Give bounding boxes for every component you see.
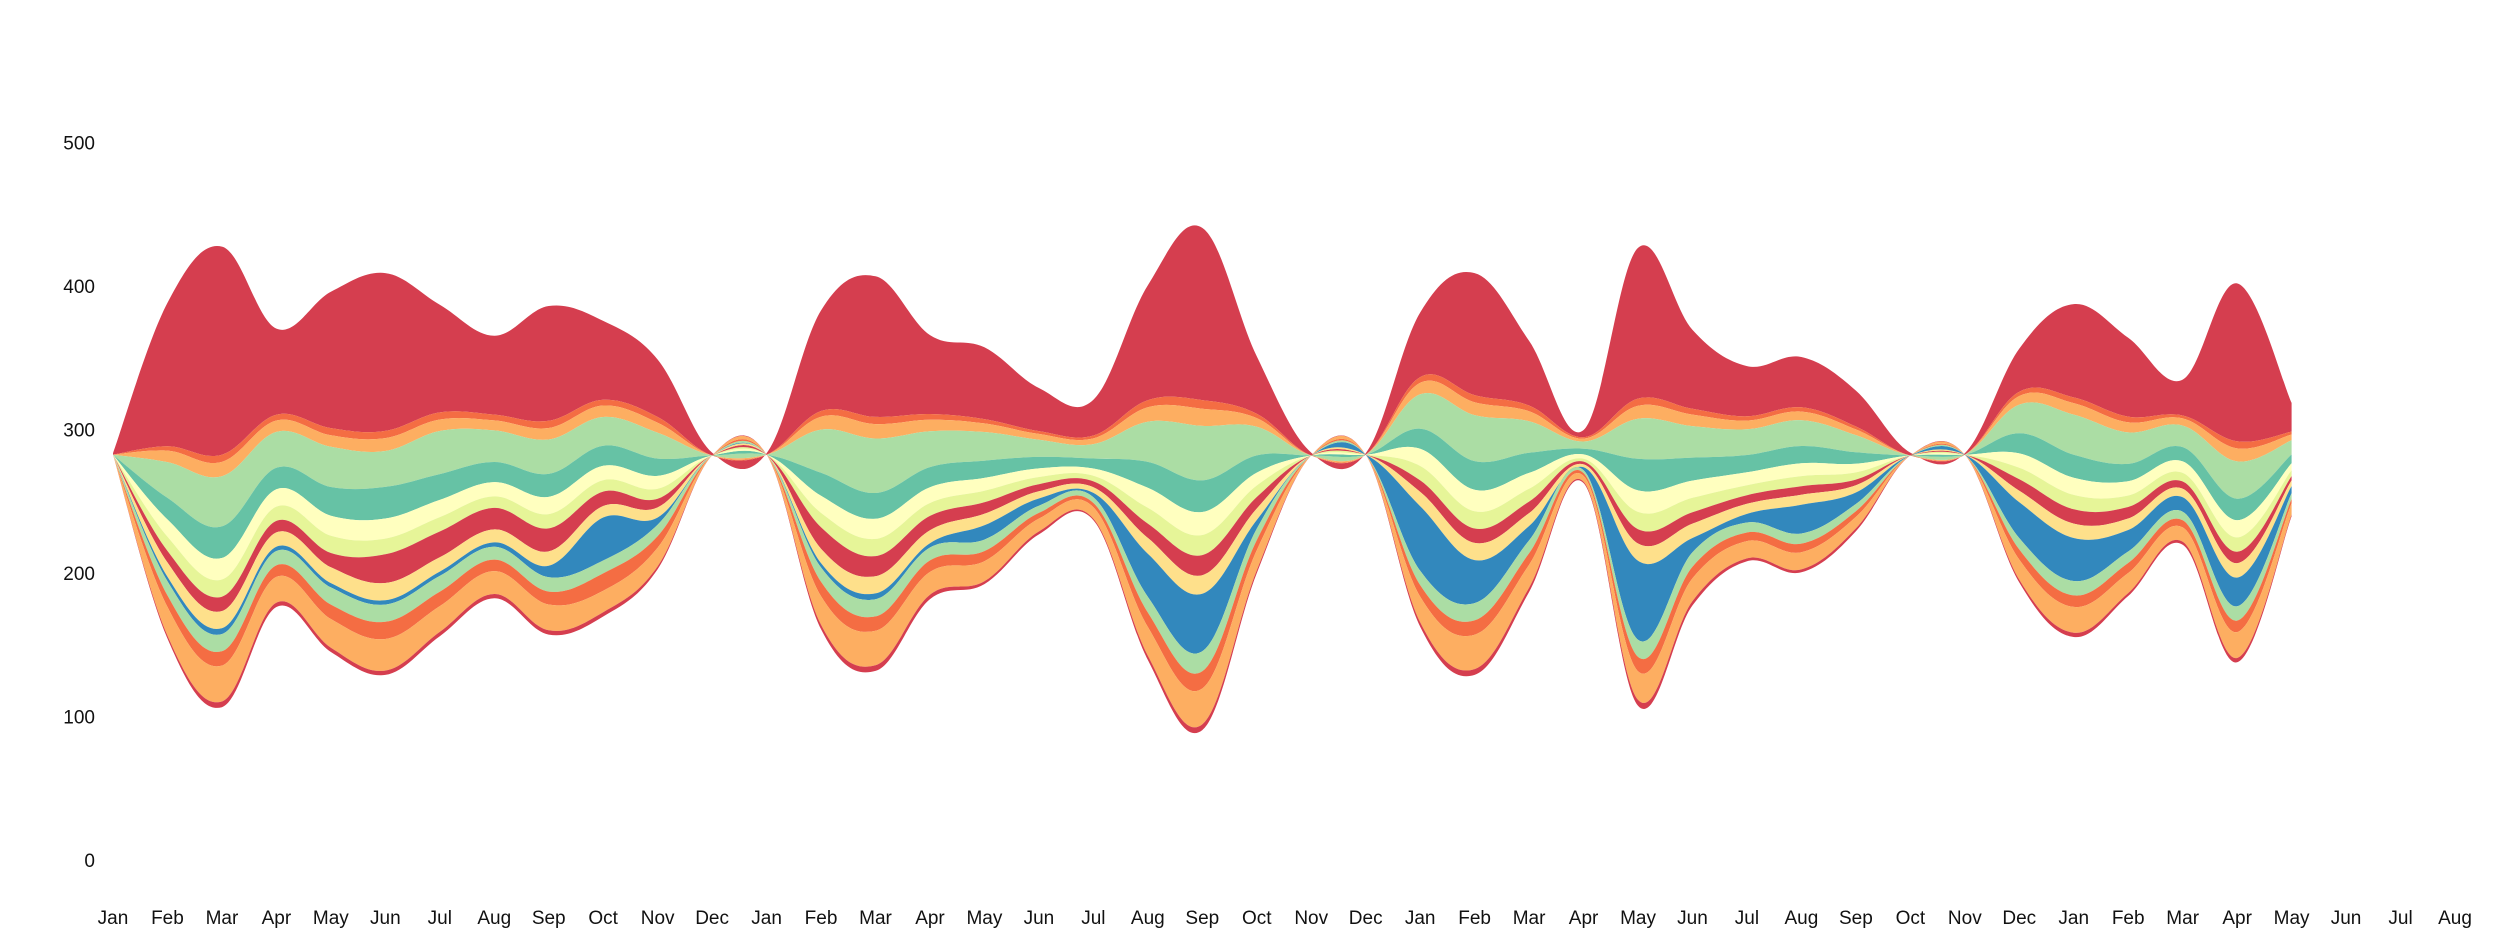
x-tick-label: Dec [1349, 908, 1383, 929]
x-tick-label: Jan [1405, 908, 1436, 929]
x-axis: Jan Feb Mar Apr May Jun Jul Aug Sep Oct Nov Dec Jan F… [98, 908, 2472, 929]
x-tick-label: Apr [2222, 908, 2252, 929]
x-tick-label: Feb [151, 908, 184, 929]
x-tick-label: Feb [1458, 908, 1491, 929]
y-tick-label: 0 [84, 851, 95, 872]
x-tick-label: Nov [1294, 908, 1328, 929]
stream-layer-5-cream [113, 446, 2292, 581]
x-tick-label: Aug [1131, 908, 1165, 929]
x-tick-label: Jan [751, 908, 782, 929]
x-tick-label: Jun [1024, 908, 1055, 929]
x-tick-label: Feb [2112, 908, 2145, 929]
y-tick-label: 100 [63, 708, 95, 729]
x-tick-label: May [313, 908, 349, 929]
x-tick-label: May [966, 908, 1002, 929]
x-tick-label: Jun [1677, 908, 1708, 929]
x-tick-label: Jul [1081, 908, 1105, 929]
x-tick-label: Mar [2166, 908, 2199, 929]
stream-layer-6-yellow_green [113, 447, 2292, 598]
x-tick-label: Aug [2438, 908, 2472, 929]
y-tick-label: 200 [63, 564, 95, 585]
x-tick-label: Sep [1839, 908, 1873, 929]
x-tick-label: Nov [641, 908, 675, 929]
y-tick-label: 400 [63, 277, 95, 298]
x-tick-label: Nov [1948, 908, 1982, 929]
x-tick-label: Aug [477, 908, 511, 929]
x-tick-label: Jul [2388, 908, 2412, 929]
x-tick-label: Jan [2058, 908, 2089, 929]
x-tick-label: Mar [206, 908, 239, 929]
x-tick-label: Sep [532, 908, 566, 929]
stream-layer-8-light_yellow [113, 443, 2292, 630]
x-tick-label: Aug [1785, 908, 1819, 929]
x-tick-label: Oct [1242, 908, 1272, 929]
x-tick-label: Sep [1185, 908, 1219, 929]
stream-layer-2-light_orange [113, 380, 2292, 478]
x-tick-label: Apr [262, 908, 292, 929]
x-tick-label: Mar [1513, 908, 1546, 929]
x-tick-label: Jun [370, 908, 401, 929]
y-tick-label: 300 [63, 421, 95, 442]
stream-layer-0-red [113, 225, 2292, 470]
x-tick-label: Apr [915, 908, 945, 929]
x-tick-label: Jan [98, 908, 129, 929]
x-tick-label: Feb [805, 908, 838, 929]
x-tick-label: Dec [695, 908, 729, 929]
x-tick-label: Oct [588, 908, 618, 929]
x-tick-label: Jul [1735, 908, 1759, 929]
x-tick-label: Dec [2002, 908, 2036, 929]
x-tick-label: Jul [428, 908, 452, 929]
stream-layers [113, 225, 2292, 734]
stream-layer-9-blue [113, 442, 2292, 654]
x-tick-label: Oct [1896, 908, 1926, 929]
y-tick-label: 500 [63, 134, 95, 155]
x-tick-label: May [2274, 908, 2310, 929]
stream-layer-4-teal [113, 428, 2292, 559]
x-tick-label: Apr [1569, 908, 1599, 929]
stream-layer-3-light_green [113, 392, 2292, 528]
x-tick-label: Mar [859, 908, 892, 929]
y-axis: 0 100 200 300 400 500 [63, 134, 95, 873]
x-tick-label: May [1620, 908, 1656, 929]
x-tick-label: Jun [2331, 908, 2362, 929]
